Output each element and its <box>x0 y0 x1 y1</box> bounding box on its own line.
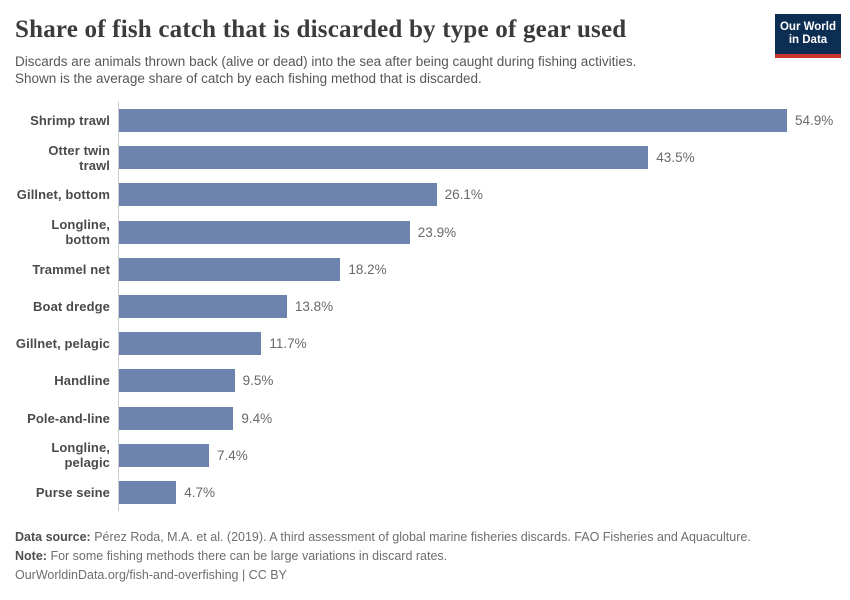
plot-area: 9.5% <box>118 362 835 400</box>
bar <box>119 443 209 467</box>
bar-label: Gillnet, pelagic <box>15 336 110 352</box>
bar-label: Pole-and-line <box>27 410 110 426</box>
plot-area: 26.1% <box>118 176 835 214</box>
note-text: For some fishing methods there can be la… <box>50 549 448 564</box>
bar-value: 23.9% <box>417 224 457 240</box>
owid-logo-stripe <box>775 54 841 58</box>
chart-row: Purse seine 4.7% <box>15 473 835 512</box>
chart-header: Share of fish catch that is discarded by… <box>15 14 841 87</box>
data-source-label: Data source: <box>15 530 91 545</box>
bar-value: 13.8% <box>294 299 334 315</box>
chart-row: Trammel net 18.2% <box>15 250 835 288</box>
bar <box>119 257 341 281</box>
bar-label: Gillnet, bottom <box>16 187 110 203</box>
bar-label: Longline, bottom <box>51 217 110 248</box>
chart-row: Shrimp trawl 54.9% <box>15 102 835 140</box>
chart-row: Longline, bottom 23.9% <box>15 213 835 251</box>
bar-value: 43.5% <box>656 150 695 166</box>
bar <box>119 406 234 430</box>
chart-rows: Shrimp trawl 54.9% Otter twin trawl 43.5… <box>15 102 835 512</box>
bar-label: Boat dredge <box>33 299 110 315</box>
data-source-text: Pérez Roda, M.A. et al. (2019). A third … <box>94 530 751 545</box>
bar-value: 9.5% <box>242 373 274 389</box>
chart-row: Gillnet, pelagic 11.7% <box>15 325 835 363</box>
bar <box>119 183 437 207</box>
chart-footer: Data source: Pérez Roda, M.A. et al. (20… <box>15 528 835 585</box>
plot-area: 23.9% <box>118 213 835 251</box>
plot-area: 4.7% <box>118 473 835 512</box>
subtitle-line-1: Discards are animals thrown back (alive … <box>15 54 637 69</box>
bar-value: 9.4% <box>241 410 273 426</box>
note-label: Note: <box>15 549 47 564</box>
bar-chart: Shrimp trawl 54.9% Otter twin trawl 43.5… <box>15 102 835 512</box>
bar <box>119 146 649 170</box>
bar-value: 7.4% <box>217 447 248 463</box>
chart-subtitle: Discards are animals thrown back (alive … <box>15 53 835 87</box>
chart-title: Share of fish catch that is discarded by… <box>15 16 627 43</box>
chart-row: Longline, pelagic 7.4% <box>15 436 835 474</box>
chart-row: Handline 9.5% <box>15 362 835 400</box>
owid-logo: Our World in Data <box>775 14 841 58</box>
bar <box>119 369 235 393</box>
data-source-line: Data source: Pérez Roda, M.A. et al. (20… <box>15 528 835 547</box>
note-line: Note: For some fishing methods there can… <box>15 547 835 566</box>
bar-label: Purse seine <box>35 484 110 500</box>
chart-row: Gillnet, bottom 26.1% <box>15 176 835 214</box>
chart-row: Pole-and-line 9.4% <box>15 399 835 437</box>
bar-value: 26.1% <box>444 187 483 203</box>
bar-value: 18.2% <box>348 261 387 277</box>
bar <box>119 480 177 504</box>
bar-value: 11.7% <box>269 336 307 352</box>
plot-area: 18.2% <box>118 250 835 288</box>
plot-area: 11.7% <box>118 325 835 363</box>
subtitle-line-2: Shown is the average share of catch by e… <box>15 71 482 86</box>
plot-area: 9.4% <box>118 399 835 437</box>
bar-value: 54.9% <box>795 113 834 129</box>
bar-label: Otter twin trawl <box>48 142 110 173</box>
plot-area: 7.4% <box>118 436 835 474</box>
bar <box>119 109 787 133</box>
owid-logo-text: Our World in Data <box>775 14 841 54</box>
plot-area: 43.5% <box>118 139 835 177</box>
citation-line: OurWorldinData.org/fish-and-overfishing … <box>15 568 287 583</box>
bar <box>119 332 262 356</box>
bar <box>119 220 410 244</box>
bar-value: 4.7% <box>184 484 215 500</box>
chart-row: Boat dredge 13.8% <box>15 287 835 326</box>
bar-label: Trammel net <box>32 261 110 277</box>
chart-row: Otter twin trawl 43.5% <box>15 139 835 177</box>
bar-label: Handline <box>54 373 110 389</box>
plot-area: 13.8% <box>118 287 835 326</box>
plot-area: 54.9% <box>118 102 835 140</box>
bar-label: Longline, pelagic <box>51 440 110 471</box>
bar <box>119 295 287 319</box>
bar-label: Shrimp trawl <box>30 113 110 129</box>
